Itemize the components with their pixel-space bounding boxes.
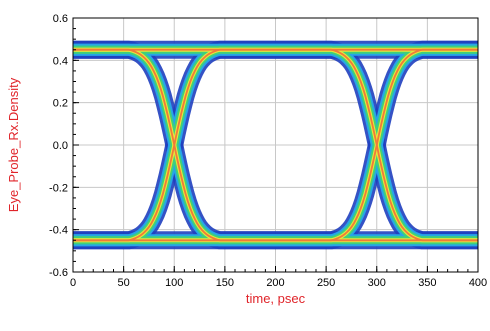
x-tick-label: 0 bbox=[70, 277, 76, 289]
x-axis-ticks: 0 50 100 150 200 250 300 350 400 bbox=[70, 266, 487, 289]
x-tick-label: 150 bbox=[216, 277, 234, 289]
y-tick-label: -0.2 bbox=[49, 182, 68, 194]
y-tick-label: 0.6 bbox=[53, 13, 68, 25]
y-tick-label: 0.2 bbox=[53, 98, 68, 110]
x-tick-label: 50 bbox=[118, 277, 130, 289]
x-tick-label: 100 bbox=[165, 277, 183, 289]
x-tick-label: 250 bbox=[317, 277, 335, 289]
y-axis-label: Eye_Probe_Rx.Density bbox=[6, 77, 21, 212]
y-tick-label: 0.0 bbox=[53, 140, 68, 152]
x-tick-label: 300 bbox=[368, 277, 386, 289]
y-tick-label: 0.4 bbox=[53, 55, 68, 67]
eye-density-traces bbox=[73, 40, 478, 250]
x-tick-label: 400 bbox=[469, 277, 487, 289]
x-axis-label: time, psec bbox=[246, 291, 306, 306]
x-tick-label: 350 bbox=[418, 277, 436, 289]
y-tick-label: -0.6 bbox=[49, 267, 68, 279]
y-axis-ticks: -0.6 -0.4 -0.2 0.0 0.2 0.4 0.6 bbox=[49, 13, 79, 279]
y-tick-label: -0.4 bbox=[49, 225, 68, 237]
x-tick-label: 200 bbox=[266, 277, 284, 289]
